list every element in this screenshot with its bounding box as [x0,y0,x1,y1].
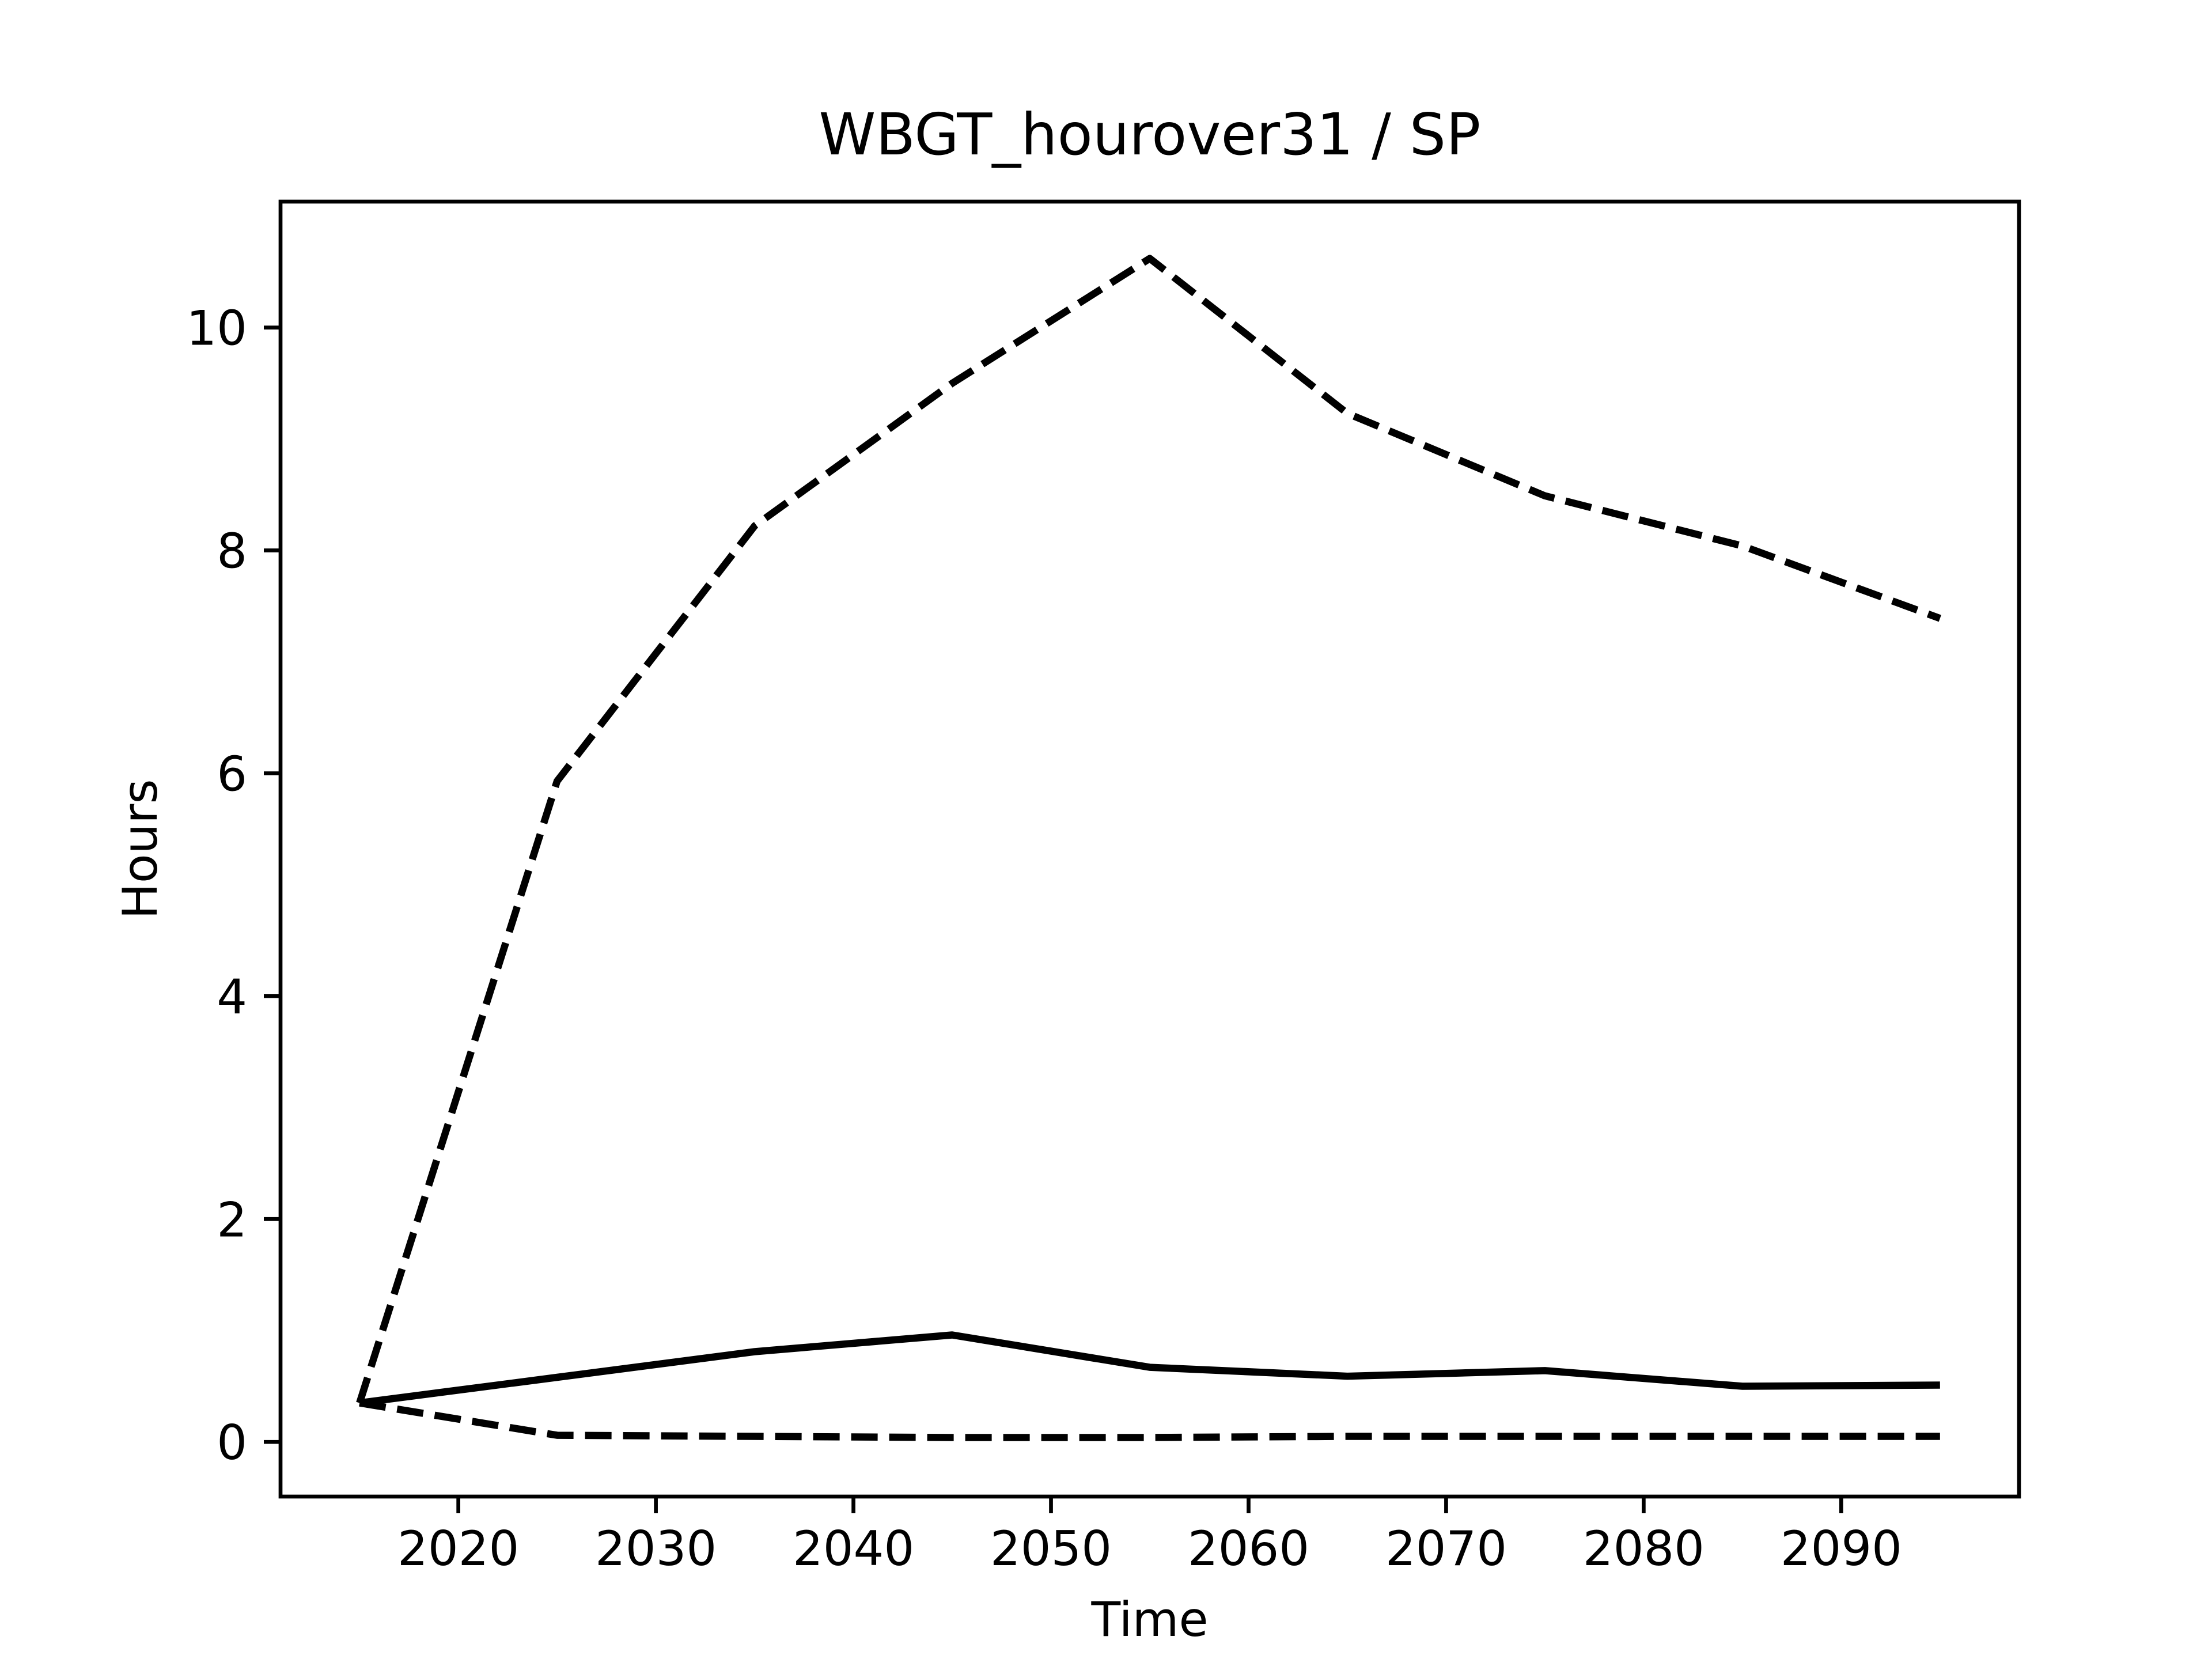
x-axis-label: Time [1090,1592,1208,1647]
y-tick-label: 6 [217,746,247,802]
series-line [359,1331,1940,1407]
x-tick-label: 2080 [1583,1521,1705,1577]
y-tick-label: 4 [217,969,247,1025]
chart-title: WBGT_hourover31 / SP [819,101,1481,168]
y-tick-label: 0 [217,1415,247,1471]
y-tick-label: 2 [217,1192,247,1248]
x-tick-label: 2060 [1188,1521,1309,1577]
y-tick-label: 8 [217,524,247,579]
plot-frame [278,199,2021,1499]
x-tick-label: 2050 [990,1521,1112,1577]
series-line [359,1399,1940,1441]
x-tick-label: 2030 [595,1521,717,1577]
y-axis-label: Hours [112,779,168,919]
x-tick-label: 2020 [397,1521,519,1577]
x-tick-label: 2040 [793,1521,914,1577]
x-tick-label: 2070 [1385,1521,1507,1577]
series-line [356,255,1941,1404]
x-tick-label: 2090 [1781,1521,1902,1577]
y-tick-label: 10 [186,301,247,357]
